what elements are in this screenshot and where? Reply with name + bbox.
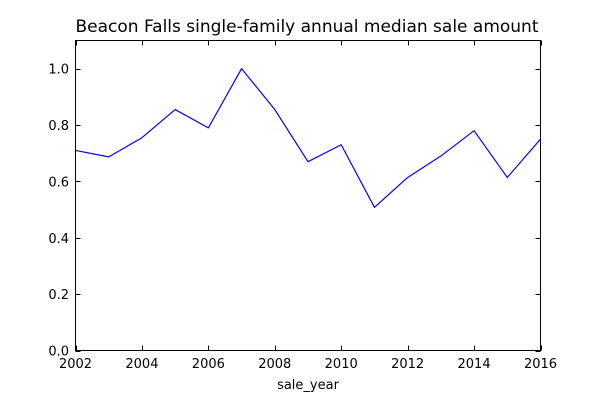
y-tick-label: 0.0 [48,345,69,360]
x-tick-label: 2012 [391,357,424,372]
y-tick-label: 0.2 [48,288,69,303]
x-tick-label: 2014 [458,357,491,372]
y-tick-label: 0.6 [48,175,69,190]
ticks-layer: 2002 2004 2006 2008 2010 2012 2014 2016 0.0 0.2 0.… [48,40,557,372]
y-tick-label: 0.8 [48,119,69,134]
y-tick-label: 1.0 [48,63,69,78]
series-layer [75,68,541,208]
x-tick-label: 2006 [192,357,225,372]
x-tick-label: 2008 [258,357,291,372]
plot-frame [75,40,541,351]
x-tick-label: 2010 [325,357,358,372]
y-tick-label: 0.4 [48,232,69,247]
x-tick-label: 2002 [59,357,92,372]
x-axis-label: sale_year [277,378,340,393]
series-line [75,68,541,208]
chart-title: Beacon Falls single-family annual median… [75,17,538,37]
x-tick-label: 2016 [524,357,557,372]
x-tick-label: 2004 [125,357,158,372]
